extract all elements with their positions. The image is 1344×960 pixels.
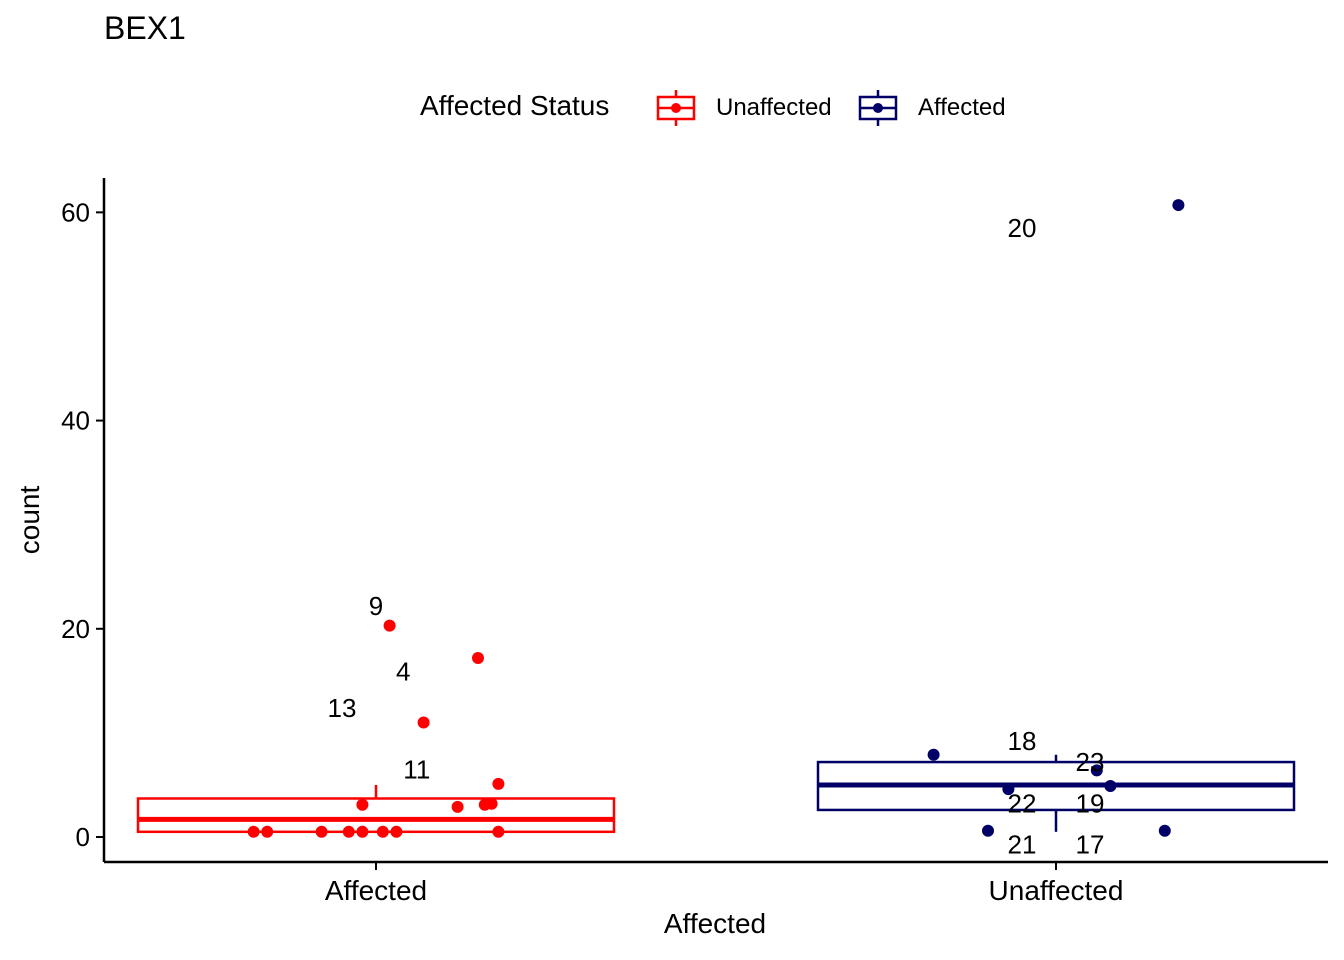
legend-key-affected [858,90,898,126]
point-label-9: 9 [369,591,383,621]
point-affected-14 [472,651,484,664]
chart-title: BEX1 [104,10,186,46]
legend-label-affected: Affected [918,94,1006,121]
point-label-20: 20 [1008,213,1037,243]
point-affected-12 [492,777,505,790]
box-affected [136,797,616,834]
point-label-17: 17 [1076,829,1105,859]
legend: Affected Status Unaffected Affected [0,86,1344,130]
point-affected-2 [315,825,328,838]
point-affected-1 [261,825,274,838]
point-label-23: 23 [1076,747,1105,777]
point-unaffected-6 [1172,199,1185,212]
point-affected-4 [356,825,369,838]
point-unaffected-3 [1104,780,1117,792]
point-affected-11 [485,797,498,810]
point-unaffected-4 [982,824,994,837]
point-unaffected-2 [1090,764,1103,777]
x-axis-title: Affected [663,908,767,939]
point-affected-0 [247,825,260,838]
point-unaffected-5 [1158,824,1171,837]
legend-title: Affected Status [420,90,610,121]
point-label-13: 13 [328,693,357,723]
point-label-21: 21 [1008,829,1037,859]
legend-label-unaffected: Unaffected [716,94,832,121]
legend-key-unaffected [656,90,696,126]
y-tick-label-0: 0 [76,822,90,852]
point-affected-3 [342,825,355,838]
point-affected-8 [356,798,369,811]
point-affected-9 [451,800,464,813]
point-affected-7 [492,825,505,838]
point-label-22: 22 [1008,789,1037,819]
x-tick-label-affected: Affected [325,875,427,906]
point-label-11: 11 [403,754,430,784]
point-affected-6 [390,825,403,838]
x-tick-label-unaffected: Unaffected [989,875,1124,906]
y-tick-label-60: 60 [61,197,90,227]
y-tick-label-20: 20 [61,614,90,644]
point-affected-15 [383,619,396,632]
point-unaffected-1 [1002,783,1015,796]
point-label-4: 4 [396,656,410,686]
y-tick-label-40: 40 [61,406,90,436]
point-affected-13 [417,716,430,729]
point-affected-5 [376,825,389,838]
point-unaffected-0 [927,748,940,761]
point-label-19: 19 [1076,789,1105,819]
point-label-18: 18 [1008,726,1037,756]
